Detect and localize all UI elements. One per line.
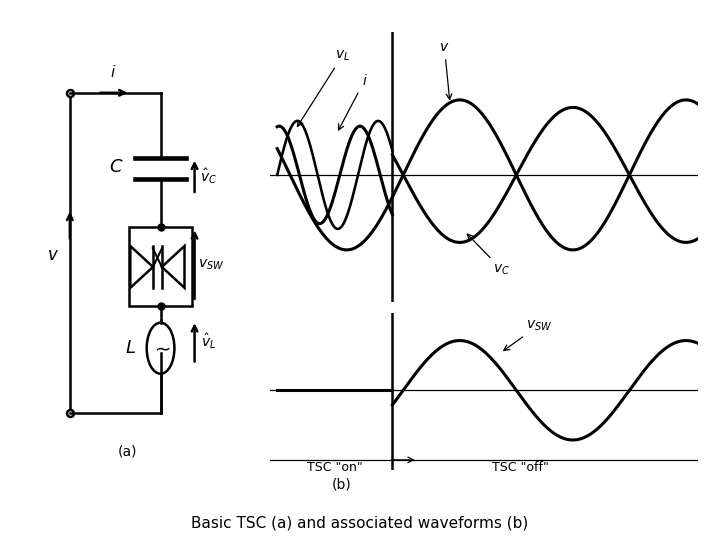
Text: $v_{SW}$: $v_{SW}$ (198, 258, 224, 272)
Text: $v_C$: $v_C$ (467, 234, 510, 277)
Text: (b): (b) (332, 478, 352, 492)
Text: $v_{SW}$: $v_{SW}$ (504, 318, 552, 350)
Bar (129, 227, 192, 306)
Text: TSC "on": TSC "on" (307, 461, 363, 474)
Text: $i$: $i$ (338, 73, 368, 130)
Text: TSC "off": TSC "off" (492, 461, 549, 474)
Text: $\sim$: $\sim$ (150, 339, 171, 357)
Text: $i$: $i$ (109, 64, 116, 79)
Text: $v$: $v$ (48, 246, 60, 264)
Text: $\hat{v}_C$: $\hat{v}_C$ (200, 166, 217, 186)
Text: $v$: $v$ (439, 40, 452, 99)
Text: (a): (a) (118, 444, 138, 458)
Text: $C$: $C$ (109, 158, 124, 176)
Text: $\hat{v}_L$: $\hat{v}_L$ (201, 332, 216, 351)
Text: Basic TSC (a) and associated waveforms (b): Basic TSC (a) and associated waveforms (… (192, 515, 528, 530)
Text: $v_L$: $v_L$ (297, 49, 350, 126)
Text: $L$: $L$ (125, 339, 136, 357)
